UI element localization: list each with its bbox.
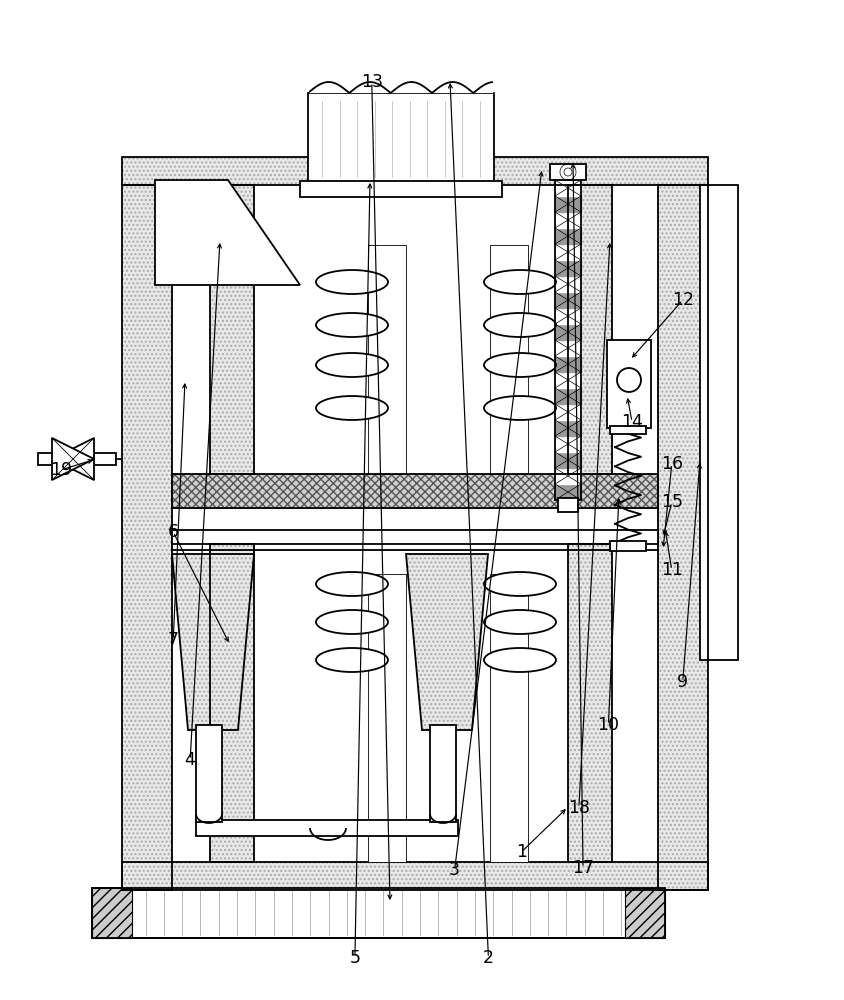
Ellipse shape: [316, 270, 387, 294]
Text: 18: 18: [567, 799, 589, 817]
Text: 6: 6: [167, 523, 179, 541]
Bar: [122, 185, 172, 890]
Bar: [122, 862, 707, 890]
Bar: [122, 185, 172, 890]
Ellipse shape: [316, 648, 387, 672]
Text: 9: 9: [676, 673, 688, 691]
Bar: [210, 185, 254, 474]
Text: 1: 1: [515, 843, 527, 861]
Text: 17: 17: [571, 859, 593, 877]
Bar: [657, 185, 707, 890]
Bar: [196, 725, 222, 822]
Text: 5: 5: [349, 949, 360, 967]
Bar: [122, 862, 707, 890]
Polygon shape: [555, 388, 581, 404]
Text: 16: 16: [660, 455, 682, 473]
Ellipse shape: [484, 572, 555, 596]
Text: 4: 4: [185, 751, 195, 769]
Text: 15: 15: [660, 493, 682, 511]
Bar: [567, 544, 611, 862]
Bar: [555, 180, 581, 500]
Text: 14: 14: [620, 413, 642, 431]
Bar: [567, 544, 611, 862]
Text: 11: 11: [660, 561, 682, 579]
Ellipse shape: [484, 313, 555, 337]
Polygon shape: [154, 180, 300, 285]
Ellipse shape: [484, 648, 555, 672]
Bar: [307, 93, 494, 185]
Bar: [657, 185, 707, 890]
Bar: [549, 164, 585, 180]
Polygon shape: [405, 554, 488, 730]
Ellipse shape: [316, 353, 387, 377]
Bar: [609, 541, 645, 551]
Bar: [172, 474, 657, 508]
Polygon shape: [555, 404, 581, 420]
Ellipse shape: [316, 572, 387, 596]
Polygon shape: [555, 420, 581, 436]
Polygon shape: [555, 196, 581, 212]
Polygon shape: [555, 212, 581, 228]
Bar: [210, 544, 254, 862]
Polygon shape: [555, 276, 581, 292]
Ellipse shape: [484, 396, 555, 420]
Polygon shape: [555, 324, 581, 340]
Polygon shape: [555, 340, 581, 356]
Bar: [92, 888, 132, 938]
Bar: [606, 340, 650, 428]
Ellipse shape: [316, 396, 387, 420]
Bar: [368, 245, 405, 474]
Bar: [368, 574, 405, 862]
Text: 7: 7: [167, 631, 179, 649]
Bar: [94, 453, 116, 465]
Bar: [38, 453, 54, 465]
Polygon shape: [555, 308, 581, 324]
Polygon shape: [555, 180, 581, 196]
Bar: [490, 574, 528, 862]
Bar: [172, 474, 657, 508]
Bar: [567, 185, 611, 474]
Text: 10: 10: [597, 716, 619, 734]
Ellipse shape: [484, 610, 555, 634]
Polygon shape: [555, 468, 581, 484]
Polygon shape: [555, 484, 581, 500]
Polygon shape: [555, 260, 581, 276]
Polygon shape: [555, 436, 581, 452]
Circle shape: [616, 368, 641, 392]
Polygon shape: [555, 452, 581, 468]
Bar: [557, 498, 577, 512]
Bar: [567, 185, 611, 474]
Bar: [210, 544, 254, 862]
Text: 12: 12: [671, 291, 693, 309]
Bar: [122, 157, 707, 185]
Bar: [300, 181, 501, 197]
Polygon shape: [555, 372, 581, 388]
Bar: [196, 820, 457, 836]
Polygon shape: [555, 292, 581, 308]
Text: 2: 2: [482, 949, 494, 967]
Bar: [92, 888, 664, 938]
Ellipse shape: [316, 313, 387, 337]
Bar: [92, 888, 664, 938]
Bar: [609, 426, 645, 434]
Text: 13: 13: [360, 73, 382, 91]
Polygon shape: [52, 438, 94, 480]
Ellipse shape: [316, 610, 387, 634]
Bar: [172, 530, 657, 544]
Text: 19: 19: [50, 461, 72, 479]
Polygon shape: [172, 554, 254, 730]
Bar: [430, 725, 456, 822]
Ellipse shape: [484, 270, 555, 294]
Bar: [625, 888, 664, 938]
Ellipse shape: [484, 353, 555, 377]
Bar: [490, 245, 528, 474]
Polygon shape: [555, 228, 581, 244]
Polygon shape: [555, 356, 581, 372]
Polygon shape: [52, 438, 94, 480]
Bar: [210, 185, 254, 474]
Text: 3: 3: [448, 861, 460, 879]
Bar: [699, 185, 737, 660]
Polygon shape: [555, 244, 581, 260]
Bar: [122, 157, 707, 185]
